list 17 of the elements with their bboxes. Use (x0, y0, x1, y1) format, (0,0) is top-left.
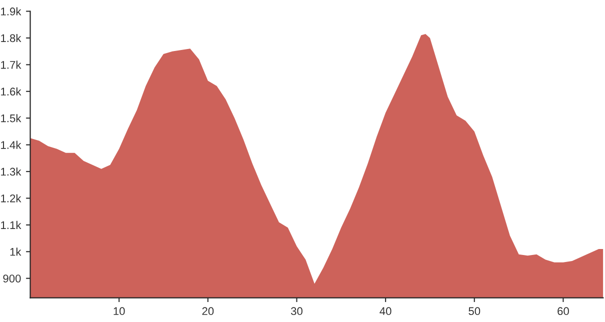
x-tick-label: 10 (114, 307, 125, 316)
x-tick-label: 20 (202, 307, 214, 316)
y-tick-label: 1.8k (1, 34, 22, 42)
y-tick-label: 1.6k (1, 87, 22, 96)
y-tick-label: 1k (10, 248, 22, 256)
y-tick-label: 1.5k (1, 114, 22, 122)
y-tick-label: 1.2k (1, 194, 22, 202)
y-tick-label: 1.1k (1, 220, 22, 229)
y-tick-label: 900 (3, 274, 21, 282)
y-tick-label: 1.9k (1, 7, 22, 16)
x-tick-label: 60 (558, 307, 569, 316)
x-tick-label: 50 (468, 307, 480, 316)
y-tick-label: 1.3k (1, 167, 22, 176)
x-tick-label: 40 (380, 307, 392, 316)
y-tick-label: 1.4k (1, 140, 22, 149)
y-tick-label: 1.7k (1, 60, 22, 69)
x-tick-label: 30 (290, 307, 302, 316)
